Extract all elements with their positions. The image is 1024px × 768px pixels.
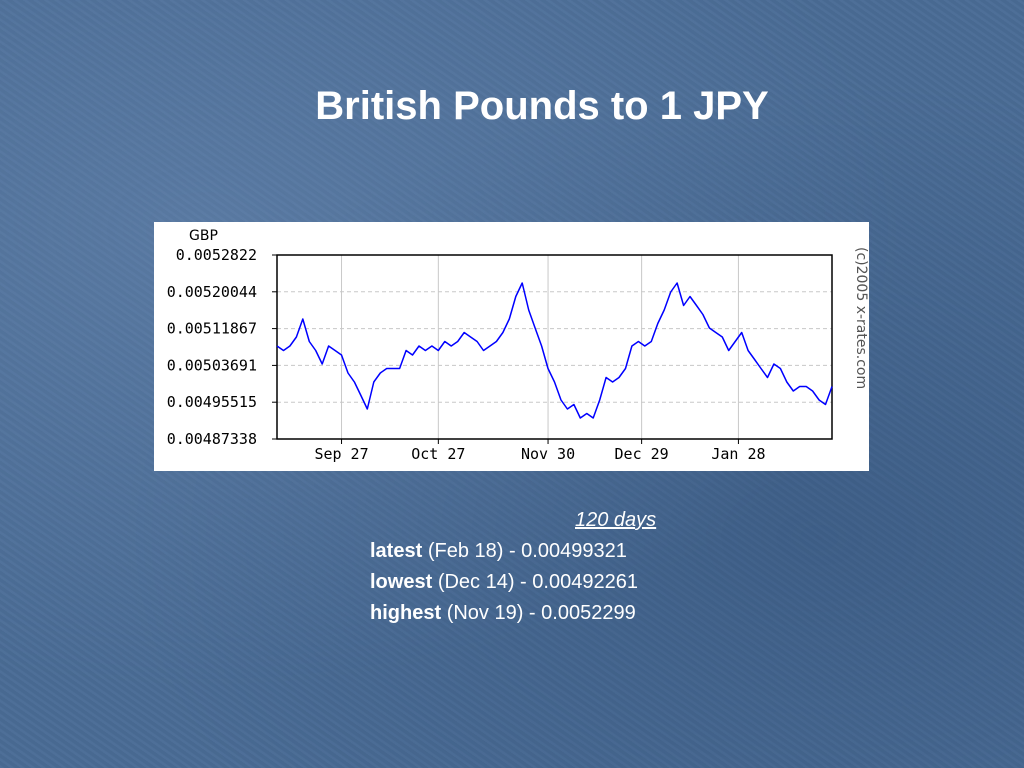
latest-row: latest (Feb 18) - 0.00499321 [370,536,790,567]
y-unit-label: GBP [189,228,218,244]
stats-panel: 120 days latest (Feb 18) - 0.00499321 lo… [370,505,790,629]
y-tick-label: 0.00503691 [167,356,257,374]
lowest-value: (Dec 14) - 0.00492261 [437,571,638,593]
y-tick-label: 0.00520044 [167,283,257,301]
x-tick-label: Sep 27 [314,445,368,463]
plot-frame [276,254,833,440]
watermark: (c)2005 x-rates.com [853,247,869,389]
lowest-row: lowest (Dec 14) - 0.00492261 [370,567,790,598]
y-tick-labels: 0.0052822 0.00520044 0.00511867 0.00503691 0… [167,246,257,448]
period-label: 120 days [575,509,657,531]
chart-svg: GBP 0.0052822 0.00520044 0.00511867 0.00503… [167,228,869,463]
highest-value: (Nov 19) - 0.0052299 [446,602,636,624]
y-tick-label: 0.00495515 [167,393,257,411]
y-tick-label: 0.00511867 [167,320,257,338]
x-tick-label: Dec 29 [615,445,669,463]
latest-label: latest [370,540,423,562]
x-tick-label: Nov 30 [521,445,575,463]
series [276,282,833,419]
lowest-label: lowest [370,571,433,593]
y-tick-label: 0.00487338 [167,430,257,448]
x-tick-label: Jan 28 [711,445,765,463]
x-tick-labels: Sep 27 Oct 27 Nov 30 Dec 29 Jan 28 [314,445,765,463]
exchange-rate-chart: GBP 0.0052822 0.00520044 0.00511867 0.00503… [154,222,869,471]
series-line [276,282,833,419]
y-tick-label: 0.0052822 [176,246,257,264]
highest-label: highest [370,602,442,624]
highest-row: highest (Nov 19) - 0.0052299 [370,598,790,629]
x-tick-label: Oct 27 [411,445,465,463]
latest-value: (Feb 18) - 0.00499321 [427,540,627,562]
slide-title: British Pounds to 1 JPY [315,84,769,128]
